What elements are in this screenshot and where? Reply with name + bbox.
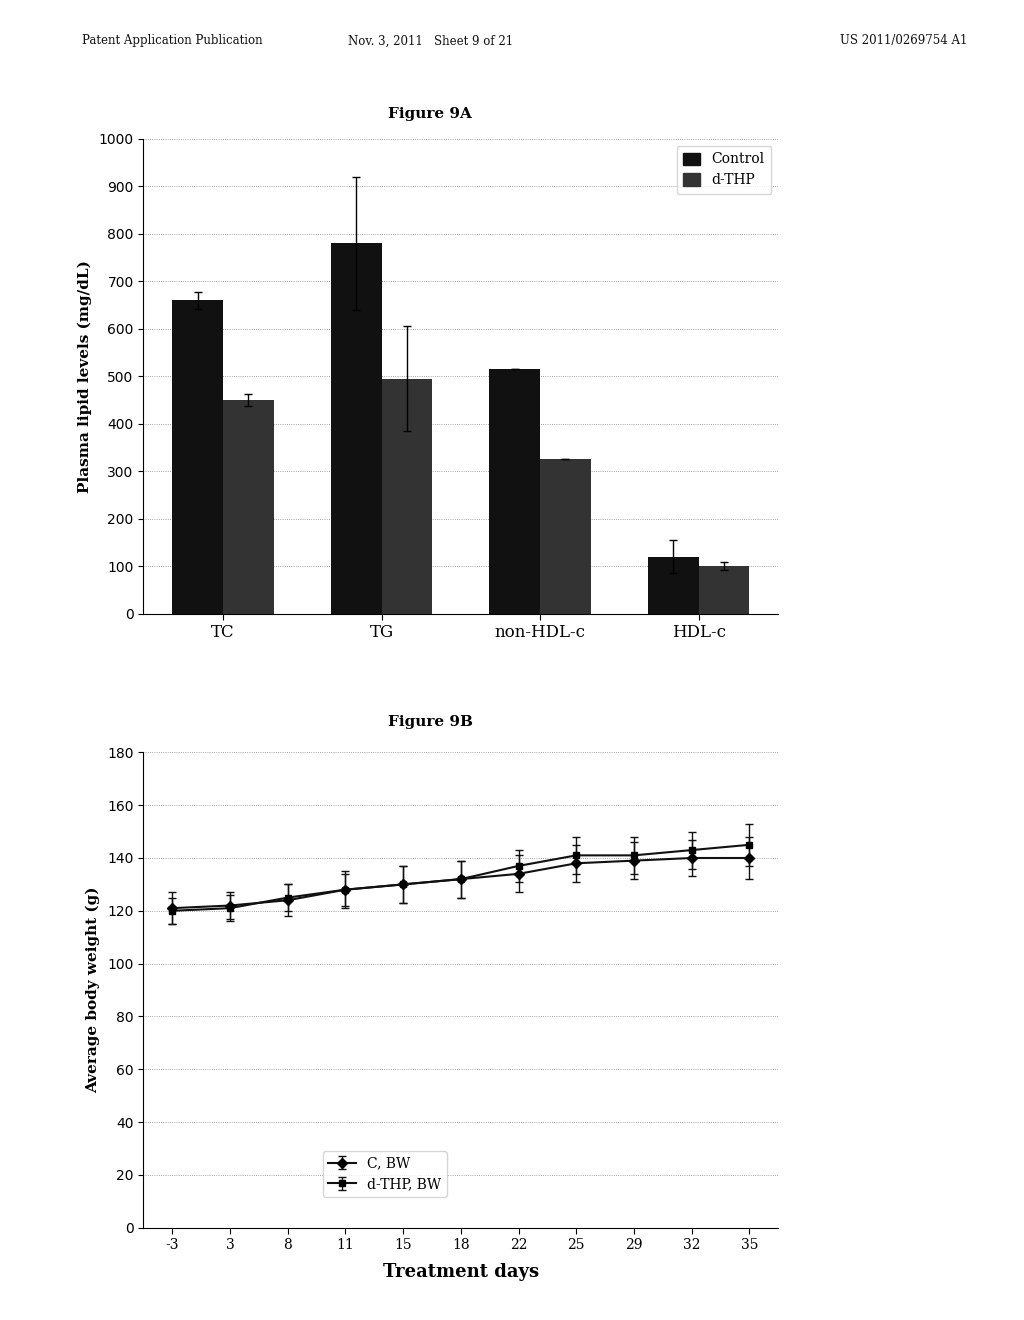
Y-axis label: Plasma lipid levels (mg/dL): Plasma lipid levels (mg/dL) <box>77 260 91 492</box>
Text: Nov. 3, 2011   Sheet 9 of 21: Nov. 3, 2011 Sheet 9 of 21 <box>347 34 513 48</box>
Text: Figure 9A: Figure 9A <box>388 107 472 121</box>
Bar <box>540 459 591 614</box>
Bar <box>331 243 382 614</box>
Text: Patent Application Publication: Patent Application Publication <box>82 34 262 48</box>
X-axis label: Treatment days: Treatment days <box>383 1263 539 1282</box>
Text: US 2011/0269754 A1: US 2011/0269754 A1 <box>840 34 967 48</box>
Legend: Control, d-THP: Control, d-THP <box>677 145 771 194</box>
Bar <box>698 566 750 614</box>
Legend: C, BW, d-THP, BW: C, BW, d-THP, BW <box>323 1151 446 1197</box>
Bar <box>489 370 540 614</box>
Bar <box>172 300 223 614</box>
Bar <box>382 379 432 614</box>
Bar <box>223 400 273 614</box>
Y-axis label: Average body weight (g): Average body weight (g) <box>86 887 100 1093</box>
Bar <box>648 557 698 614</box>
Text: Figure 9B: Figure 9B <box>387 714 473 729</box>
